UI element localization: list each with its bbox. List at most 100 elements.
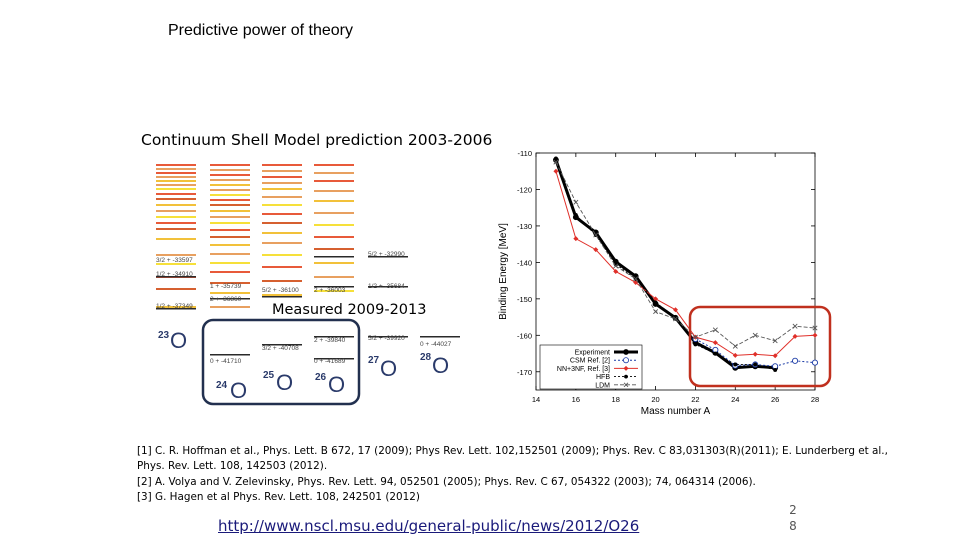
legend-label: CSM Ref. [2] [570, 358, 610, 365]
level-label: 0 + -41689 [314, 358, 346, 365]
data-point [752, 332, 758, 338]
level-line [210, 169, 250, 171]
data-point [673, 307, 678, 313]
level-line [156, 254, 196, 256]
level-line [210, 306, 250, 308]
level-label: 3/2 + -33597 [156, 257, 193, 264]
level-line [420, 336, 460, 338]
level-line [314, 164, 354, 166]
level-line [210, 262, 250, 264]
level-line [262, 280, 302, 282]
level-line [210, 184, 250, 186]
level-line [210, 179, 250, 181]
level-line [262, 188, 302, 190]
x-tick-label: 18 [612, 395, 620, 404]
level-line [210, 222, 250, 224]
legend-marker [622, 357, 629, 364]
data-point [573, 199, 579, 205]
level-line [210, 210, 250, 212]
level-line [210, 229, 250, 231]
level-line [262, 222, 302, 224]
level-line [262, 164, 302, 166]
data-point [713, 351, 718, 356]
reference-line: [2] A. Volya and V. Zelevinsky, Phys. Re… [137, 475, 756, 488]
level-label: 0 + -44027 [420, 341, 452, 348]
isotope-symbol: O [432, 353, 449, 378]
level-line [156, 198, 196, 200]
slide-number: 2 8 [789, 503, 797, 533]
x-tick-label: 26 [771, 395, 779, 404]
series-line [554, 159, 776, 370]
data-point [752, 351, 758, 357]
level-line [368, 256, 408, 258]
series-line [555, 161, 816, 347]
level-line [262, 196, 302, 198]
level-line [156, 238, 196, 240]
level-line [262, 232, 302, 234]
data-point [553, 156, 558, 161]
level-line [314, 262, 354, 264]
data-point [772, 353, 778, 359]
legend-marker [623, 382, 629, 388]
level-line [210, 354, 250, 356]
level-line [156, 164, 196, 166]
level-line [314, 172, 354, 174]
data-point [653, 296, 659, 302]
level-line [210, 298, 250, 300]
data-point [812, 325, 818, 331]
level-line [314, 290, 354, 292]
level-line [314, 224, 354, 226]
source-link[interactable]: http://www.nscl.msu.edu/general-public/n… [218, 517, 640, 535]
isotope-mass: 24 [216, 380, 228, 391]
measured-caption: Measured 2009-2013 [272, 302, 427, 318]
reference-line: [3] G. Hagen et al Phys. Rev. Lett. 108,… [137, 491, 420, 504]
isotope-symbol: O [230, 378, 247, 403]
level-line [156, 204, 196, 206]
data-point [672, 316, 679, 322]
level-line [314, 336, 354, 338]
isotope-o23: 23 O [158, 328, 187, 353]
isotope-mass: 28 [420, 352, 432, 363]
level-line [262, 213, 302, 215]
level-line [210, 164, 250, 166]
level-line [314, 286, 354, 288]
series-line [555, 158, 776, 371]
data-point [753, 362, 758, 367]
x-tick-label: 14 [532, 395, 540, 404]
data-point [732, 352, 738, 358]
level-label: 2 + -36003 [314, 287, 346, 294]
y-axis-label: Binding Energy [MeV] [498, 223, 509, 320]
level-line [262, 254, 302, 256]
isotope-symbol: O [328, 372, 345, 397]
legend-marker [623, 365, 629, 371]
data-point [593, 247, 599, 253]
level-line [156, 184, 196, 186]
level-label: 5/2 + -32990 [368, 251, 405, 258]
level-line [156, 276, 196, 278]
level-line [156, 176, 196, 178]
level-line [210, 174, 250, 176]
isotope-symbol: O [380, 356, 397, 381]
y-tick-label: -130 [517, 222, 532, 231]
level-line [314, 358, 354, 360]
y-tick-label: -140 [517, 258, 532, 267]
level-line [262, 294, 302, 296]
data-point [553, 159, 559, 165]
legend-marker [624, 374, 628, 379]
data-point [693, 342, 698, 347]
y-tick-label: -110 [518, 149, 532, 158]
x-tick-label: 24 [731, 395, 739, 404]
data-point [653, 300, 658, 305]
legend-label: NN+3NF, Ref. [3] [557, 366, 610, 373]
data-point [593, 232, 599, 238]
level-columns [156, 164, 460, 360]
level-line [314, 236, 354, 238]
measured-box [201, 318, 361, 406]
level-label: 2 + -39840 [314, 337, 346, 344]
data-point [732, 343, 738, 349]
data-point [573, 213, 578, 217]
level-line [314, 212, 354, 214]
level-label: 1/2 + -37349 [156, 303, 193, 310]
level-line [314, 200, 354, 202]
